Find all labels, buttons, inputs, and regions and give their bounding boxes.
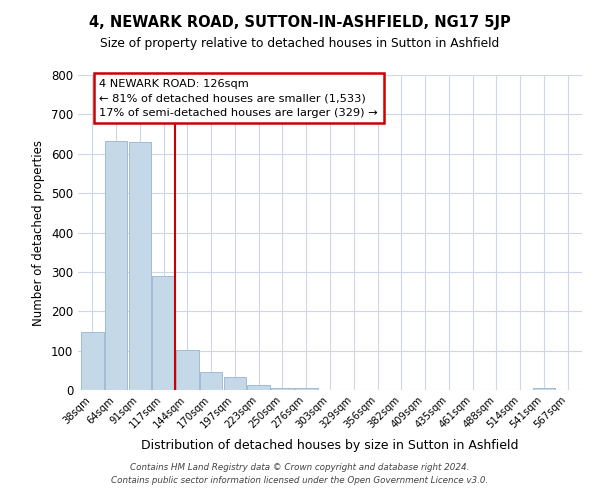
- Text: Contains HM Land Registry data © Crown copyright and database right 2024.: Contains HM Land Registry data © Crown c…: [130, 464, 470, 472]
- Bar: [152, 276, 175, 390]
- Text: 4 NEWARK ROAD: 126sqm
← 81% of detached houses are smaller (1,533)
17% of semi-d: 4 NEWARK ROAD: 126sqm ← 81% of detached …: [100, 79, 378, 118]
- Text: Size of property relative to detached houses in Sutton in Ashfield: Size of property relative to detached ho…: [100, 38, 500, 51]
- Bar: [200, 372, 223, 390]
- Bar: [128, 142, 151, 390]
- Text: 4, NEWARK ROAD, SUTTON-IN-ASHFIELD, NG17 5JP: 4, NEWARK ROAD, SUTTON-IN-ASHFIELD, NG17…: [89, 15, 511, 30]
- Text: Contains public sector information licensed under the Open Government Licence v3: Contains public sector information licen…: [112, 476, 488, 485]
- Bar: [295, 388, 317, 390]
- Bar: [533, 388, 555, 390]
- Y-axis label: Number of detached properties: Number of detached properties: [32, 140, 46, 326]
- Bar: [81, 332, 104, 390]
- Bar: [224, 378, 246, 390]
- Bar: [247, 386, 270, 390]
- X-axis label: Distribution of detached houses by size in Sutton in Ashfield: Distribution of detached houses by size …: [141, 439, 519, 452]
- Bar: [105, 141, 127, 390]
- Bar: [176, 350, 199, 390]
- Bar: [271, 388, 294, 390]
